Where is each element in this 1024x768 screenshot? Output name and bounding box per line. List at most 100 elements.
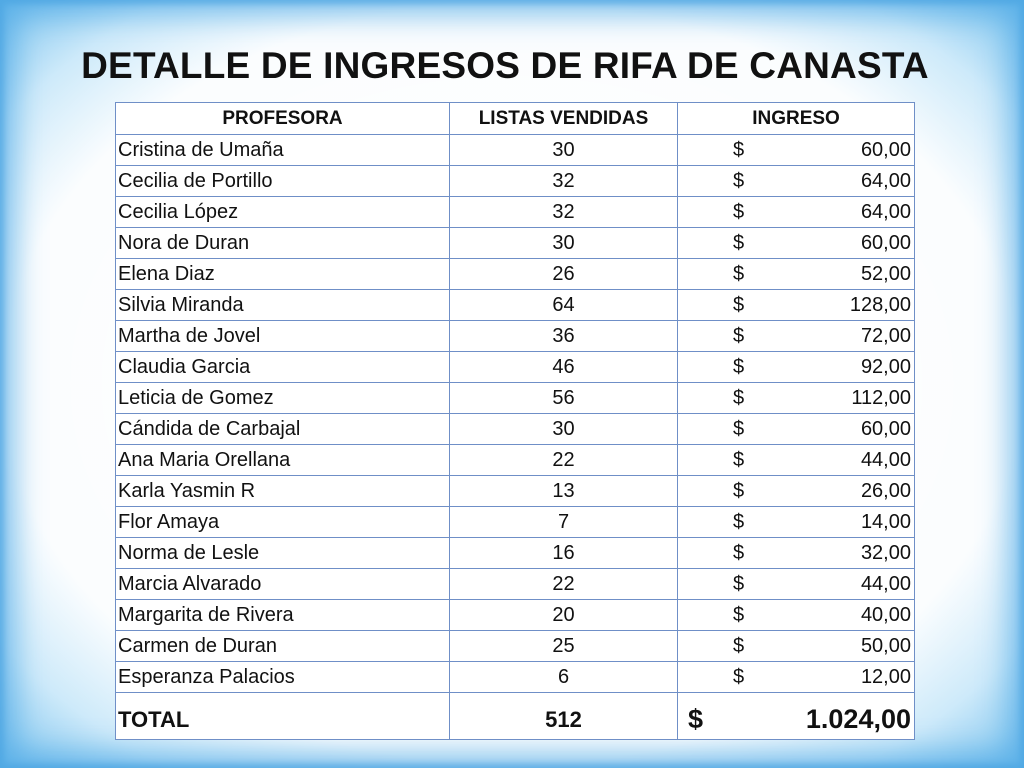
income-amount: 60,00 (860, 232, 911, 254)
lists-sold: 7 (449, 506, 678, 538)
lists-sold: 32 (449, 196, 678, 228)
lists-sold: 13 (449, 475, 678, 507)
table-row: Cecilia López 32 $64,00 (115, 196, 915, 228)
lists-sold: 30 (449, 227, 678, 259)
income-amount: 72,00 (860, 325, 911, 347)
teacher-name: Nora de Duran (115, 227, 450, 259)
total-currency: $ (688, 704, 704, 734)
currency-symbol: $ (733, 139, 745, 161)
total-lists: 512 (449, 692, 678, 740)
teacher-name: Cándida de Carbajal (115, 413, 450, 445)
total-income-cell: $ 1.024,00 (677, 692, 915, 740)
teacher-name: Norma de Lesle (115, 537, 450, 569)
total-label: TOTAL (115, 692, 450, 740)
teacher-name: Silvia Miranda (115, 289, 450, 321)
income-amount: 32,00 (860, 542, 911, 564)
income-amount: 60,00 (860, 418, 911, 440)
income-amount: 44,00 (860, 573, 911, 595)
income-cell: $72,00 (677, 320, 915, 352)
lists-sold: 26 (449, 258, 678, 290)
currency-symbol: $ (733, 387, 745, 409)
teacher-name: Martha de Jovel (115, 320, 450, 352)
income-cell: $32,00 (677, 537, 915, 569)
table-row: Cándida de Carbajal 30 $60,00 (115, 413, 915, 445)
table-row: Marcia Alvarado 22 $44,00 (115, 568, 915, 600)
table-row: Cristina de Umaña 30 $60,00 (115, 134, 915, 166)
teacher-name: Leticia de Gomez (115, 382, 450, 414)
income-amount: 14,00 (860, 511, 911, 533)
lists-sold: 30 (449, 413, 678, 445)
income-cell: $40,00 (677, 599, 915, 631)
income-amount: 128,00 (849, 294, 911, 316)
teacher-name: Flor Amaya (115, 506, 450, 538)
lists-sold: 22 (449, 444, 678, 476)
currency-symbol: $ (733, 635, 745, 657)
income-amount: 60,00 (860, 139, 911, 161)
income-cell: $14,00 (677, 506, 915, 538)
currency-symbol: $ (733, 170, 745, 192)
income-amount: 64,00 (860, 201, 911, 223)
income-amount: 64,00 (860, 170, 911, 192)
table-row: Flor Amaya 7 $14,00 (115, 506, 915, 538)
table-row: Norma de Lesle 16 $32,00 (115, 537, 915, 569)
table-row: Leticia de Gomez 56 $112,00 (115, 382, 915, 414)
currency-symbol: $ (733, 666, 745, 688)
lists-sold: 46 (449, 351, 678, 383)
lists-sold: 56 (449, 382, 678, 414)
lists-sold: 30 (449, 134, 678, 166)
lists-sold: 25 (449, 630, 678, 662)
income-cell: $12,00 (677, 661, 915, 693)
teacher-name: Karla Yasmin R (115, 475, 450, 507)
teacher-name: Cecilia López (115, 196, 450, 228)
teacher-name: Cristina de Umaña (115, 134, 450, 166)
income-amount: 44,00 (860, 449, 911, 471)
table-row: Claudia Garcia 46 $92,00 (115, 351, 915, 383)
currency-symbol: $ (733, 542, 745, 564)
page-title: DETALLE DE INGRESOS DE RIFA DE CANASTA (81, 45, 929, 86)
table-row: Martha de Jovel 36 $72,00 (115, 320, 915, 352)
total-amount: 1.024,00 (805, 704, 911, 734)
income-cell: $112,00 (677, 382, 915, 414)
income-amount: 52,00 (860, 263, 911, 285)
lists-sold: 16 (449, 537, 678, 569)
income-cell: $64,00 (677, 165, 915, 197)
teacher-name: Carmen de Duran (115, 630, 450, 662)
income-cell: $60,00 (677, 413, 915, 445)
lists-sold: 6 (449, 661, 678, 693)
income-cell: $44,00 (677, 568, 915, 600)
table-row: Carmen de Duran 25 $50,00 (115, 630, 915, 662)
income-cell: $64,00 (677, 196, 915, 228)
lists-sold: 36 (449, 320, 678, 352)
table-row: Elena Diaz 26 $52,00 (115, 258, 915, 290)
lists-sold: 20 (449, 599, 678, 631)
currency-symbol: $ (733, 294, 745, 316)
teacher-name: Margarita de Rivera (115, 599, 450, 631)
currency-symbol: $ (733, 325, 745, 347)
income-cell: $52,00 (677, 258, 915, 290)
income-table: PROFESORA LISTAS VENDIDAS INGRESO Cristi… (115, 102, 915, 740)
lists-sold: 32 (449, 165, 678, 197)
total-row: TOTAL 512 $ 1.024,00 (115, 692, 915, 740)
income-cell: $60,00 (677, 227, 915, 259)
income-amount: 40,00 (860, 604, 911, 626)
table-body: Cristina de Umaña 30 $60,00 Cecilia de Port… (115, 134, 915, 693)
income-cell: $128,00 (677, 289, 915, 321)
table-row: Karla Yasmin R 13 $26,00 (115, 475, 915, 507)
header-name: PROFESORA (115, 102, 450, 135)
teacher-name: Claudia Garcia (115, 351, 450, 383)
currency-symbol: $ (733, 511, 745, 533)
income-amount: 92,00 (860, 356, 911, 378)
income-amount: 50,00 (860, 635, 911, 657)
table-row: Nora de Duran 30 $60,00 (115, 227, 915, 259)
table-header-row: PROFESORA LISTAS VENDIDAS INGRESO (115, 102, 915, 135)
lists-sold: 22 (449, 568, 678, 600)
teacher-name: Cecilia de Portillo (115, 165, 450, 197)
table-row: Margarita de Rivera 20 $40,00 (115, 599, 915, 631)
currency-symbol: $ (733, 356, 745, 378)
header-income: INGRESO (677, 102, 915, 135)
teacher-name: Elena Diaz (115, 258, 450, 290)
table-row: Cecilia de Portillo 32 $64,00 (115, 165, 915, 197)
lists-sold: 64 (449, 289, 678, 321)
income-cell: $60,00 (677, 134, 915, 166)
teacher-name: Esperanza Palacios (115, 661, 450, 693)
